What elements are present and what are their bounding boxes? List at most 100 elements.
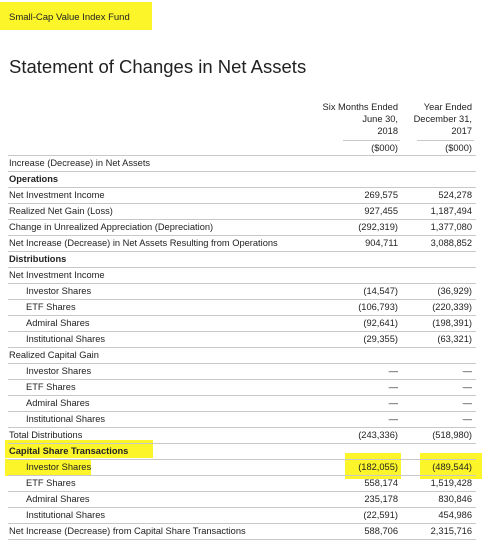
row-rule	[8, 491, 476, 492]
cell-value: —	[388, 382, 398, 392]
row-label: Net Increase (Decrease) in Net Assets Re…	[9, 238, 278, 248]
cell-value: 3,088,852	[430, 238, 472, 248]
cell-value: 524,278	[438, 190, 472, 200]
row-rule	[8, 427, 476, 428]
row-label: Investor Shares	[26, 366, 92, 376]
row-rule	[8, 203, 476, 204]
row-label: Net Increase (Decrease) from Capital Sha…	[9, 526, 246, 536]
row-label: ETF Shares	[26, 302, 76, 312]
row-label: Admiral Shares	[26, 494, 90, 504]
column-header: December 31,	[413, 114, 472, 124]
cell-value: —	[388, 366, 398, 376]
section-heading: Operations	[9, 174, 59, 184]
highlight	[345, 453, 401, 479]
cell-value: (14,547)	[363, 286, 398, 296]
row-rule	[8, 411, 476, 412]
row-label: Admiral Shares	[26, 398, 90, 408]
cell-value: (106,793)	[358, 302, 398, 312]
cell-value: (63,321)	[437, 334, 472, 344]
row-label: Realized Capital Gain	[9, 350, 99, 360]
cell-value: 269,575	[364, 190, 398, 200]
cell-value: 1,377,080	[430, 222, 472, 232]
cell-value: 904,711	[365, 238, 398, 248]
cell-value: (220,339)	[432, 302, 472, 312]
cell-value: 235,178	[364, 494, 398, 504]
row-rule	[8, 187, 476, 188]
row-rule	[8, 523, 476, 524]
column-header: Six Months Ended	[322, 102, 398, 112]
row-label: Investor Shares	[26, 286, 92, 296]
row-label: Institutional Shares	[26, 334, 106, 344]
row-label: ETF Shares	[26, 478, 76, 488]
cell-value: (518,980)	[432, 430, 472, 440]
cell-value: (36,929)	[437, 286, 472, 296]
cell-value: 588,706	[364, 526, 398, 536]
highlight	[0, 2, 152, 30]
cell-value: 454,986	[438, 510, 472, 520]
cell-value: 1,519,428	[430, 478, 472, 488]
row-label: Investor Shares	[26, 462, 92, 472]
column-header: ($000)	[445, 143, 472, 153]
row-label: Institutional Shares	[26, 510, 106, 520]
cell-value: —	[388, 414, 398, 424]
row-label: Realized Net Gain (Loss)	[9, 206, 113, 216]
cell-value: (29,355)	[363, 334, 398, 344]
fund-name: Small-Cap Value Index Fund	[9, 12, 130, 23]
row-label: Net Investment Income	[9, 270, 105, 280]
row-rule	[8, 379, 476, 380]
section-heading: Distributions	[9, 254, 67, 264]
cell-value: —	[462, 414, 472, 424]
row-rule	[8, 331, 476, 332]
column-header: 2017	[451, 126, 472, 136]
cell-value: (292,319)	[358, 222, 398, 232]
row-rule	[8, 347, 476, 348]
column-header: Year Ended	[423, 102, 472, 112]
row-rule	[8, 235, 476, 236]
row-rule	[8, 363, 476, 364]
column-header: ($000)	[371, 143, 398, 153]
row-rule	[8, 315, 476, 316]
cell-value: 927,455	[364, 206, 398, 216]
row-rule	[8, 443, 476, 444]
cell-value: —	[462, 366, 472, 376]
row-rule	[8, 475, 476, 476]
cell-value: —	[388, 398, 398, 408]
cell-value: —	[462, 398, 472, 408]
header-rule	[343, 140, 400, 141]
row-label: Net Investment Income	[9, 190, 105, 200]
cell-value: (243,336)	[358, 430, 398, 440]
row-label: Increase (Decrease) in Net Assets	[9, 158, 151, 168]
highlight	[5, 459, 91, 476]
row-label: Total Distributions	[9, 430, 83, 440]
column-header: June 30,	[362, 114, 398, 124]
row-label: ETF Shares	[26, 382, 76, 392]
row-rule	[8, 507, 476, 508]
row-rule	[8, 395, 476, 396]
row-rule	[8, 171, 476, 172]
row-rule	[8, 267, 476, 268]
cell-value: 830,846	[438, 494, 472, 504]
cell-value: (489,544)	[432, 462, 472, 472]
cell-value: (22,591)	[363, 510, 398, 520]
highlight	[5, 440, 153, 458]
cell-value: (92,641)	[363, 318, 398, 328]
cell-value: 2,315,716	[430, 526, 472, 536]
row-rule	[8, 219, 476, 220]
row-rule	[8, 459, 476, 460]
cell-value: —	[462, 382, 472, 392]
header-rule	[417, 140, 474, 141]
row-rule	[8, 539, 476, 540]
row-label: Change in Unrealized Appreciation (Depre…	[9, 222, 214, 232]
row-rule	[8, 283, 476, 284]
row-rule	[8, 299, 476, 300]
row-rule	[8, 155, 476, 156]
cell-value: (182,055)	[358, 462, 398, 472]
title: Statement of Changes in Net Assets	[9, 56, 307, 77]
cell-value: 558,174	[364, 478, 398, 488]
section-heading: Capital Share Transactions	[9, 446, 129, 456]
cell-value: (198,391)	[432, 318, 472, 328]
row-rule	[8, 251, 476, 252]
column-header: 2018	[377, 126, 398, 136]
row-label: Institutional Shares	[26, 414, 106, 424]
